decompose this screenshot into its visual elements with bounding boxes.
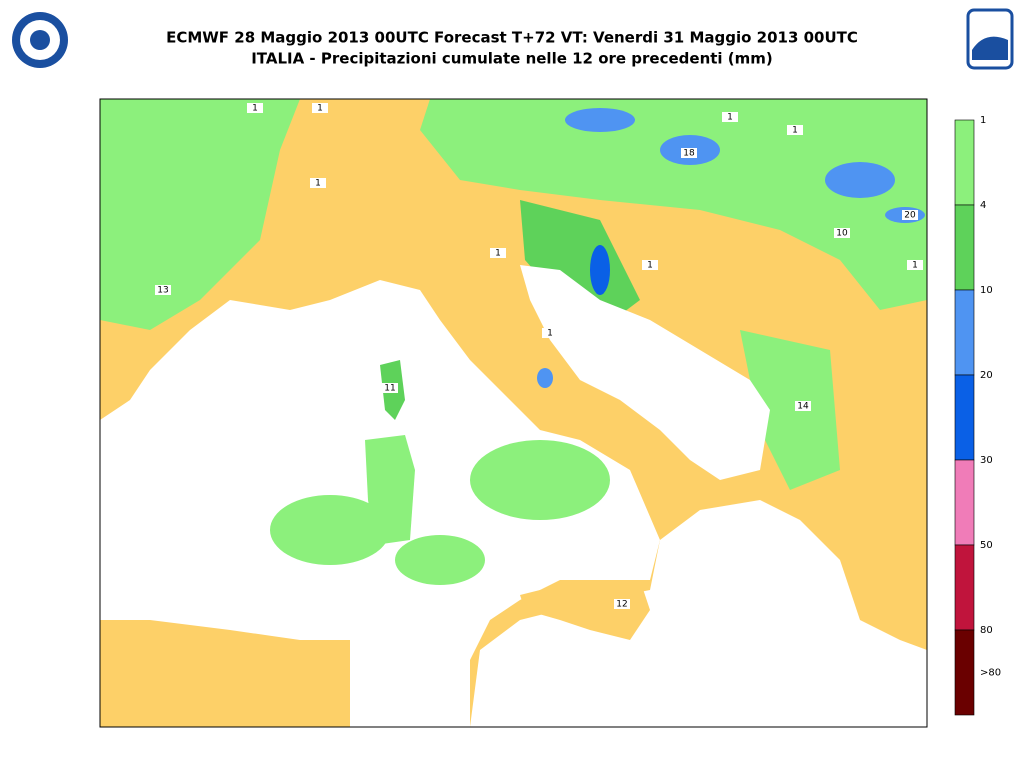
contour-label-box — [681, 148, 697, 158]
contour-label-box — [722, 112, 738, 122]
contour-label-box — [787, 125, 803, 135]
legend-label: 1 — [980, 115, 986, 126]
contour-label: 1 — [495, 249, 501, 259]
contour-label-box — [490, 248, 506, 258]
legend: 1 4 10 20 30 50 80 >80 — [954, 115, 1001, 716]
logo-left — [12, 12, 68, 68]
contour-label: 12 — [616, 600, 627, 610]
map — [100, 99, 927, 727]
contour-label: 1 — [317, 104, 323, 114]
contour-label-box — [155, 285, 171, 295]
legend-swatch — [954, 204, 975, 291]
legend-label: 30 — [980, 455, 993, 466]
contour-label: 1 — [252, 104, 258, 114]
legend-label: 80 — [980, 625, 993, 636]
legend-swatch — [954, 289, 975, 376]
contour-label-box — [795, 401, 811, 411]
logo-right — [966, 8, 1014, 70]
contour-label-box — [312, 103, 328, 113]
legend-label: 20 — [980, 370, 993, 381]
contour-label: 18 — [683, 149, 695, 159]
contour-label-box — [902, 210, 918, 220]
legend-swatch — [954, 629, 975, 716]
map-frame — [99, 98, 928, 728]
contour-label: 1 — [315, 179, 321, 189]
contour-label: 1 — [727, 113, 733, 123]
contour-label: 20 — [904, 211, 916, 221]
legend-label: 10 — [980, 285, 993, 296]
legend-label: 50 — [980, 540, 993, 551]
contour-label-box — [907, 260, 923, 270]
title: ECMWF 28 Maggio 2013 00UTC Forecast T+72… — [166, 29, 858, 47]
contour-label: 11 — [384, 384, 395, 394]
contour-label: 14 — [797, 402, 809, 412]
legend-swatch — [954, 544, 975, 631]
legend-swatch — [954, 374, 975, 461]
contour-label: 1 — [647, 261, 653, 271]
contour-label-box — [542, 328, 558, 338]
contour-label-box — [642, 260, 658, 270]
contour-label-box — [382, 383, 398, 393]
subtitle: ITALIA - Precipitazioni cumulate nelle 1… — [251, 50, 773, 68]
contour-label-box — [834, 228, 850, 238]
contour-label: 10 — [836, 229, 848, 239]
contour-label-box — [614, 599, 630, 609]
contour-label: 1 — [547, 329, 553, 339]
contour-label: 13 — [157, 286, 168, 296]
contour-label: 1 — [792, 126, 798, 136]
contour-label-box — [247, 103, 263, 113]
legend-label: >80 — [980, 668, 1001, 679]
legend-swatch — [954, 119, 975, 206]
contour-label: 1 — [912, 261, 918, 271]
contour-label-box — [310, 178, 326, 188]
legend-label: 4 — [980, 200, 986, 211]
legend-swatch — [954, 459, 975, 546]
